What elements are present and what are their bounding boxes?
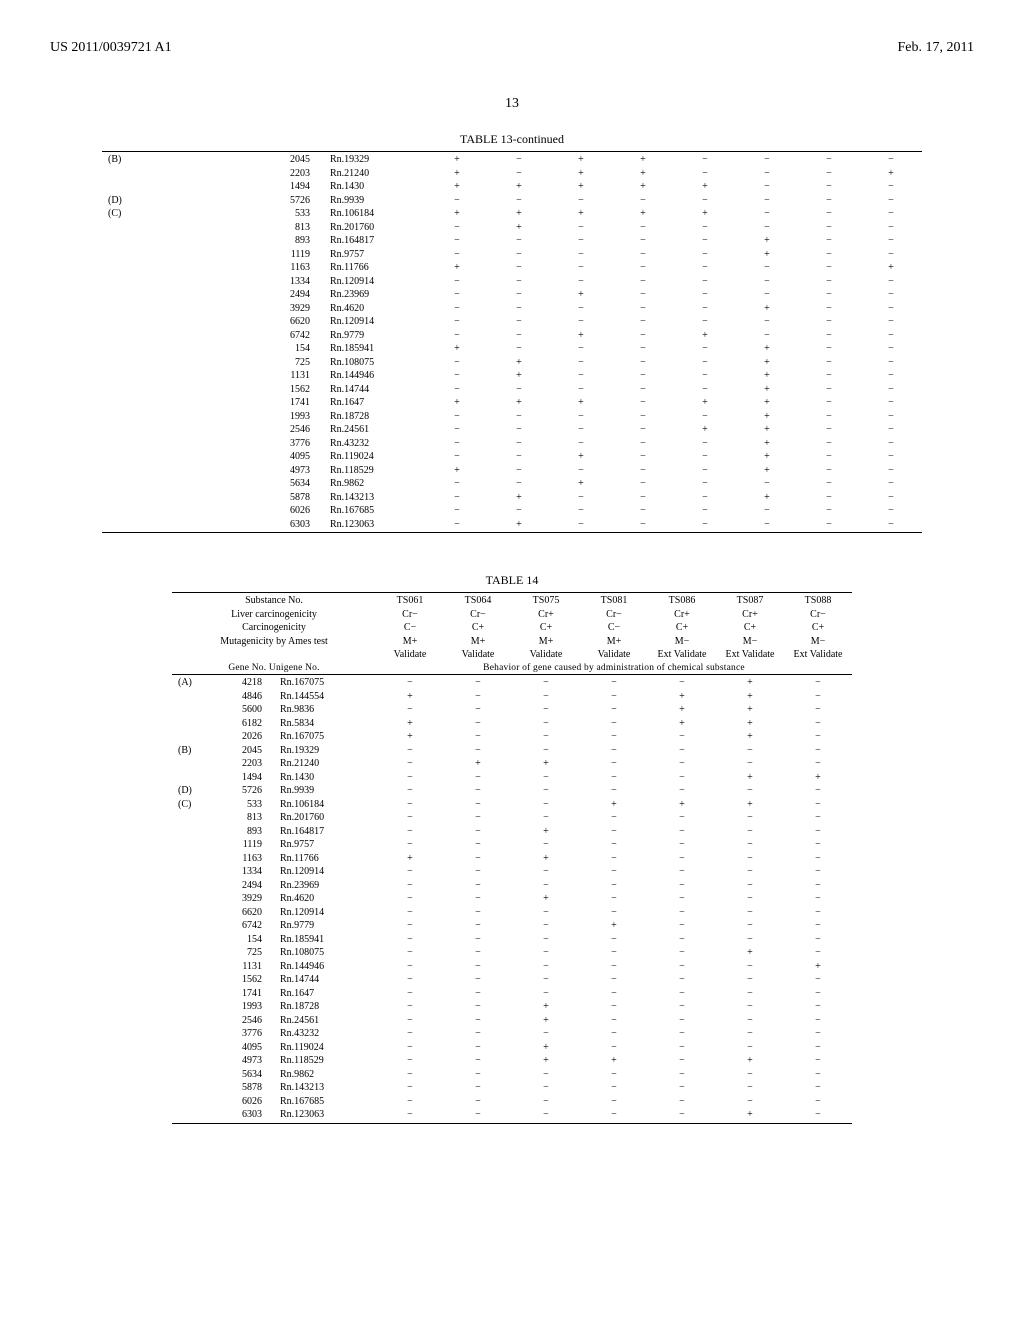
table-row: 1993Rn.18728−−+−−−− bbox=[172, 1000, 852, 1014]
table-row: (A)4218Rn.167075−−−−−+− bbox=[172, 676, 852, 690]
table-row: 3776Rn.43232−−−−−−− bbox=[172, 1027, 852, 1041]
table-row: 1163Rn.11766+−+−−−− bbox=[172, 852, 852, 866]
table-row: 1334Rn.120914−−−−−−− bbox=[172, 865, 852, 879]
table-row: 3776Rn.43232−−−−−+−− bbox=[102, 437, 922, 451]
table-row: 2546Rn.24561−−−−++−− bbox=[102, 423, 922, 437]
table-row: 1494Rn.1430−−−−−++ bbox=[172, 771, 852, 785]
table-row: 4973Rn.118529−−++−+− bbox=[172, 1054, 852, 1068]
table-row: 6620Rn.120914−−−−−−− bbox=[172, 906, 852, 920]
table-row: 4095Rn.119024−−+−−−− bbox=[172, 1041, 852, 1055]
table-header-row: Liver carcinogenicityCr−Cr−Cr+Cr−Cr+Cr+C… bbox=[172, 608, 852, 622]
table-row: (B)2045Rn.19329−−−−−−− bbox=[172, 744, 852, 758]
table-row: 1562Rn.14744−−−−−−− bbox=[172, 973, 852, 987]
table-row: 813Rn.201760−−−−−−− bbox=[172, 811, 852, 825]
table-row: 5634Rn.9862−−−−−−− bbox=[172, 1068, 852, 1082]
table-row: 6620Rn.120914−−−−−−−− bbox=[102, 315, 922, 329]
table-row: 1741Rn.1647−−−−−−− bbox=[172, 987, 852, 1001]
table-row: 725Rn.108075−+−−−+−− bbox=[102, 356, 922, 370]
table-header-row: ValidateValidateValidateValidateExt Vali… bbox=[172, 648, 852, 662]
table14-title: TABLE 14 bbox=[50, 573, 974, 588]
table-row: 893Rn.164817−−−−−+−− bbox=[102, 234, 922, 248]
table-row: 2546Rn.24561−−+−−−− bbox=[172, 1014, 852, 1028]
table-row: 4973Rn.118529+−−−−+−− bbox=[102, 464, 922, 478]
table-row: 1494Rn.1430+++++−−− bbox=[102, 180, 922, 194]
table-row: 5600Rn.9836−−−−++− bbox=[172, 703, 852, 717]
table-row: (C)533Rn.106184−−−+++− bbox=[172, 798, 852, 812]
table-row: 5634Rn.9862−−+−−−−− bbox=[102, 477, 922, 491]
table-row: 6026Rn.167685−−−−−−− bbox=[172, 1095, 852, 1109]
table-row: 4846Rn.144554+−−−++− bbox=[172, 690, 852, 704]
table-row: (D)5726Rn.9939−−−−−−− bbox=[172, 784, 852, 798]
table-row: (C)533Rn.106184+++++−−− bbox=[102, 207, 922, 221]
table-row: 2203Rn.21240+−++−−−+ bbox=[102, 167, 922, 181]
table-row: 2494Rn.23969−−−−−−− bbox=[172, 879, 852, 893]
table-row: 1119Rn.9757−−−−−−− bbox=[172, 838, 852, 852]
table-row: 1163Rn.11766+−−−−−−+ bbox=[102, 261, 922, 275]
table-header-row: Mutagenicity by Ames testM+M+M+M+M−M−M− bbox=[172, 635, 852, 649]
table-row: 1119Rn.9757−−−−−+−− bbox=[102, 248, 922, 262]
table-row: 1334Rn.120914−−−−−−−− bbox=[102, 275, 922, 289]
table-row: 2203Rn.21240−++−−−− bbox=[172, 757, 852, 771]
table-row: (D)5726Rn.9939−−−−−−−− bbox=[102, 194, 922, 208]
table-row: 6742Rn.9779−−−+−−− bbox=[172, 919, 852, 933]
table-row: 3929Rn.4620−−+−−−− bbox=[172, 892, 852, 906]
table-row: 5878Rn.143213−+−−−+−− bbox=[102, 491, 922, 505]
doc-id: US 2011/0039721 A1 bbox=[50, 40, 172, 56]
table-row: 2026Rn.167075+−−−−+− bbox=[172, 730, 852, 744]
table-row: 1993Rn.18728−−−−−+−− bbox=[102, 410, 922, 424]
table-row: 6303Rn.123063−−−−−+− bbox=[172, 1108, 852, 1122]
table-header-row: Substance No.TS061TS064TS075TS081TS086TS… bbox=[172, 594, 852, 608]
table-row: 4095Rn.119024−−+−−+−− bbox=[102, 450, 922, 464]
table-row: 5878Rn.143213−−−−−−− bbox=[172, 1081, 852, 1095]
table-row: 6182Rn.5834+−−−++− bbox=[172, 717, 852, 731]
table-row: 6742Rn.9779−−+−+−−− bbox=[102, 329, 922, 343]
table13: (B)2045Rn.19329+−++−−−−2203Rn.21240+−++−… bbox=[102, 151, 922, 533]
table14: Substance No.TS061TS064TS075TS081TS086TS… bbox=[172, 592, 852, 1124]
table-row: 6026Rn.167685−−−−−−−− bbox=[102, 504, 922, 518]
table-row: 1562Rn.14744−−−−−+−− bbox=[102, 383, 922, 397]
table-row: 893Rn.164817−−+−−−− bbox=[172, 825, 852, 839]
table-row: (B)2045Rn.19329+−++−−−− bbox=[102, 153, 922, 167]
table-row: 3929Rn.4620−−−−−+−− bbox=[102, 302, 922, 316]
table-row: 2494Rn.23969−−+−−−−− bbox=[102, 288, 922, 302]
table-row: 725Rn.108075−−−−−+− bbox=[172, 946, 852, 960]
table-row: 154Rn.185941−−−−−−− bbox=[172, 933, 852, 947]
table-row: 1131Rn.144946−+−−−+−− bbox=[102, 369, 922, 383]
table-row: 813Rn.201760−+−−−−−− bbox=[102, 221, 922, 235]
table-header-row: CarcinogenicityC−C+C+C−C+C+C+ bbox=[172, 621, 852, 635]
doc-date: Feb. 17, 2011 bbox=[898, 40, 974, 56]
table-row: 154Rn.185941+−−−−+−− bbox=[102, 342, 922, 356]
table13-title: TABLE 13-continued bbox=[50, 132, 974, 147]
table-row: 1131Rn.144946−−−−−−+ bbox=[172, 960, 852, 974]
table-row: 1741Rn.1647+++−++−− bbox=[102, 396, 922, 410]
page-number: 13 bbox=[50, 96, 974, 112]
page-header: US 2011/0039721 A1 Feb. 17, 2011 bbox=[50, 40, 974, 56]
table-row: 6303Rn.123063−+−−−−−− bbox=[102, 518, 922, 532]
